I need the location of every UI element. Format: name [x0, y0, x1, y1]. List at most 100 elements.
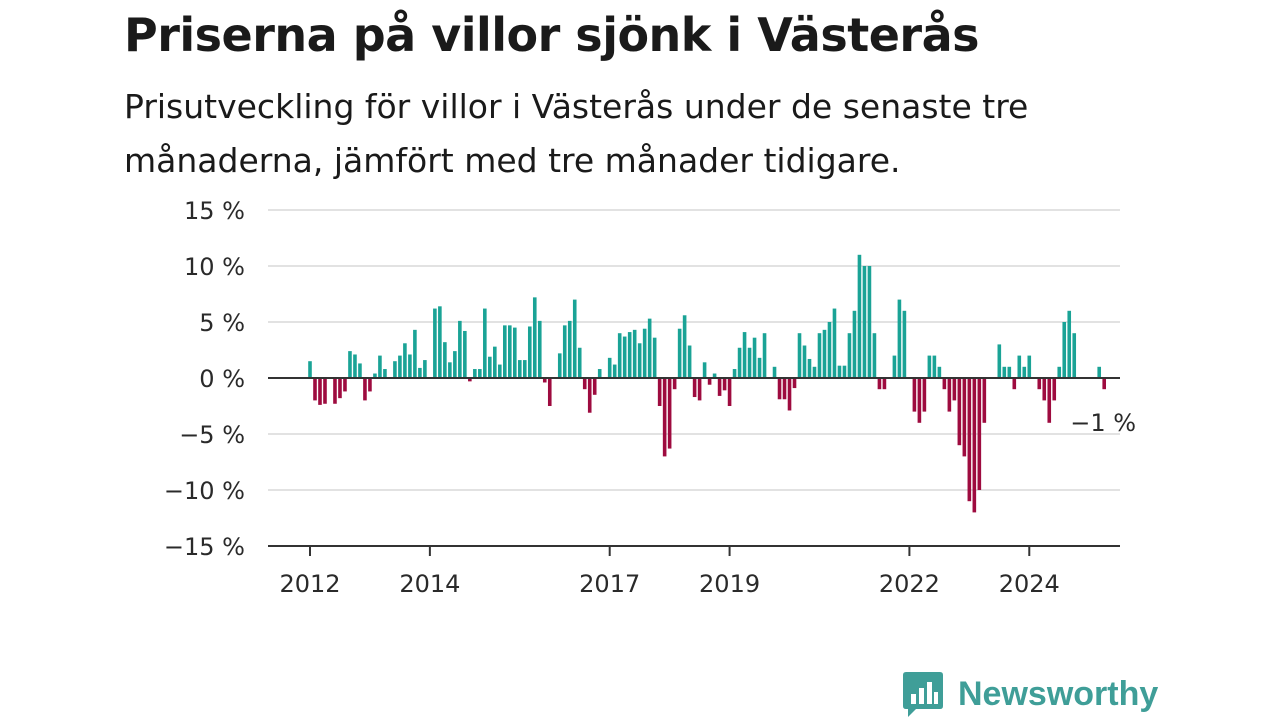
bar	[862, 266, 867, 378]
bar	[687, 345, 692, 378]
bar	[997, 344, 1002, 378]
y-tick-label: 10 %	[184, 253, 245, 281]
bar	[473, 369, 477, 378]
bar	[717, 378, 722, 396]
x-tick-label: 2022	[879, 570, 940, 598]
bar	[827, 322, 832, 378]
bar	[308, 361, 312, 378]
bar	[1052, 378, 1057, 401]
bar	[777, 378, 782, 400]
newsworthy-logo[interactable]: Newsworthy	[902, 670, 1158, 718]
bar	[348, 351, 352, 378]
bar	[632, 329, 637, 378]
x-tick-label: 2017	[579, 570, 640, 598]
bar	[1027, 355, 1032, 378]
bar	[1017, 355, 1022, 378]
bar	[607, 357, 612, 378]
bar	[812, 366, 817, 378]
bar	[1102, 378, 1107, 390]
newsworthy-logo-icon	[903, 672, 943, 717]
bar	[498, 364, 502, 378]
bar	[707, 378, 712, 385]
bar	[682, 315, 687, 378]
bar	[393, 361, 397, 378]
bar	[373, 373, 377, 378]
x-tick-label: 2014	[399, 570, 460, 598]
bar	[443, 342, 447, 378]
bar	[532, 297, 537, 378]
bar	[817, 333, 822, 378]
bar	[522, 360, 527, 378]
bar	[1097, 366, 1102, 378]
bar	[962, 378, 967, 457]
bar	[358, 363, 362, 378]
bar	[972, 378, 977, 513]
bar	[448, 362, 452, 378]
newsworthy-logo-text: Newsworthy	[958, 674, 1159, 713]
bar	[423, 360, 427, 378]
bar	[697, 378, 702, 401]
bar	[557, 353, 562, 378]
bar	[877, 378, 882, 390]
grid-lines	[268, 209, 1120, 491]
bar	[787, 378, 792, 411]
bar	[493, 346, 497, 378]
bar	[652, 337, 657, 378]
bar	[692, 378, 697, 398]
bar	[677, 328, 682, 378]
bar	[892, 355, 897, 378]
x-axis-ticks: 2012 2014 2017 2019 2022 2024	[279, 546, 1060, 598]
bar	[937, 366, 942, 378]
bar	[368, 378, 372, 392]
bar	[527, 326, 532, 378]
bar	[512, 327, 517, 378]
bar	[483, 308, 487, 378]
bar	[712, 373, 717, 378]
bar	[947, 378, 952, 412]
bar	[902, 310, 907, 378]
bar	[1042, 378, 1047, 401]
bar	[967, 378, 972, 502]
bar	[398, 355, 402, 378]
bar	[657, 378, 662, 406]
y-tick-label: −10 %	[164, 477, 245, 505]
bar	[932, 355, 937, 378]
bar	[852, 310, 857, 378]
bar	[797, 333, 802, 378]
bar	[912, 378, 917, 412]
bar	[353, 354, 357, 378]
bar	[942, 378, 947, 390]
y-tick-label: 15 %	[184, 197, 245, 225]
bar	[1072, 333, 1077, 378]
bar	[572, 299, 577, 378]
bar	[1067, 310, 1072, 378]
bar	[453, 351, 457, 378]
y-tick-label: −15 %	[164, 533, 245, 561]
bar	[463, 330, 467, 378]
bar	[343, 378, 347, 392]
bar	[1002, 366, 1007, 378]
bar	[468, 378, 472, 382]
bar	[323, 378, 327, 404]
bar	[667, 378, 672, 449]
bar	[752, 337, 757, 378]
bar	[508, 325, 512, 378]
bar	[542, 378, 547, 383]
bar	[772, 366, 777, 378]
bar	[597, 369, 602, 378]
bar	[977, 378, 982, 490]
bar	[612, 364, 617, 378]
y-tick-label: 5 %	[199, 309, 245, 337]
bar	[807, 358, 812, 378]
bar	[1062, 322, 1067, 378]
bar	[537, 320, 542, 378]
x-tick-label: 2024	[999, 570, 1060, 598]
bar	[1047, 378, 1052, 423]
bar	[727, 378, 732, 406]
bar	[587, 378, 592, 413]
y-tick-label: −5 %	[179, 421, 245, 449]
chart-title: Priserna på villor sjönk i Västerås	[124, 8, 980, 62]
bar	[982, 378, 987, 423]
bar	[647, 318, 652, 378]
bar	[333, 378, 337, 404]
